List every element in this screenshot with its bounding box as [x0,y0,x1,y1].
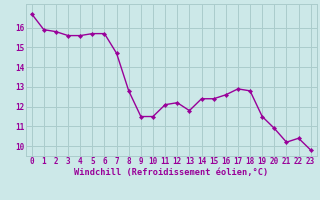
X-axis label: Windchill (Refroidissement éolien,°C): Windchill (Refroidissement éolien,°C) [74,168,268,177]
